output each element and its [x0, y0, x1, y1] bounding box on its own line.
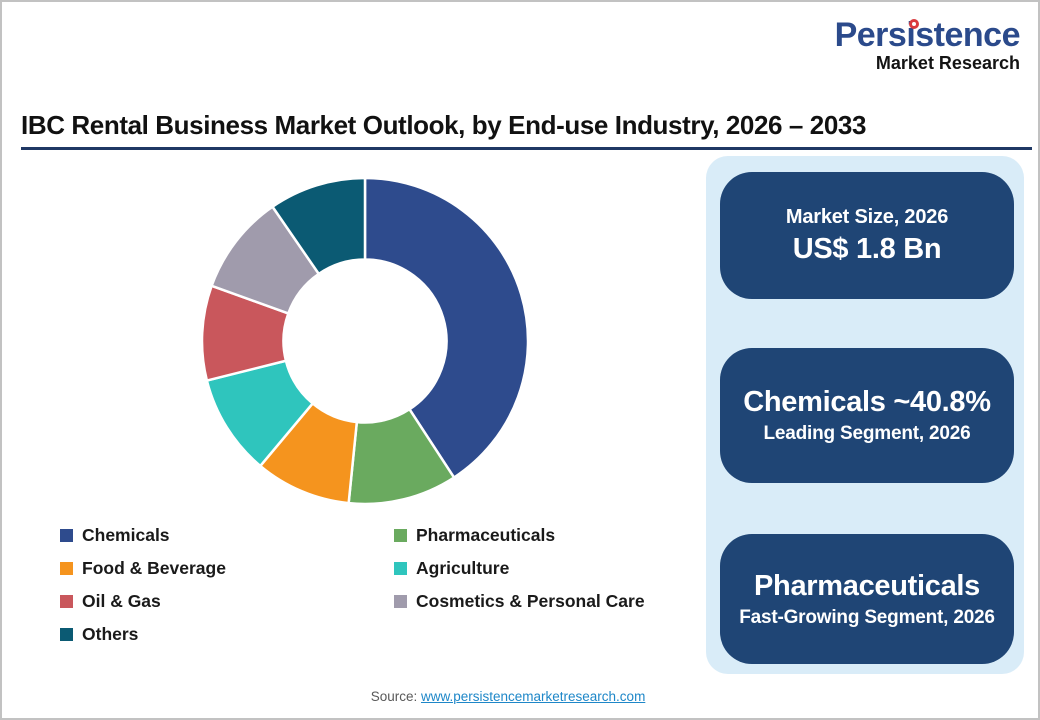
donut-chart-svg [200, 176, 530, 506]
leading-segment-value: Chemicals ~40.8% [743, 386, 991, 418]
legend-swatch-pharmaceuticals [394, 529, 407, 542]
leading-segment-label: Leading Segment, 2026 [763, 423, 971, 444]
brand-tagline: Market Research [875, 53, 1020, 73]
stat-box-leading-segment: Chemicals ~40.8% Leading Segment, 2026 [720, 348, 1014, 483]
legend-label-others: Others [82, 624, 139, 644]
legend-item-others: Others [60, 624, 394, 645]
stat-box-market-size: Market Size, 2026 US$ 1.8 Bn [720, 172, 1014, 299]
legend-swatch-others [60, 628, 73, 641]
market-size-label: Market Size, 2026 [785, 205, 949, 228]
legend-item-oil-gas: Oil & Gas [60, 591, 394, 612]
legend-item-chemicals: Chemicals [60, 525, 394, 546]
legend-label-food-beverage: Food & Beverage [82, 558, 226, 578]
legend-item-pharmaceuticals: Pharmaceuticals [394, 525, 645, 546]
legend-swatch-food-beverage [60, 562, 73, 575]
legend-swatch-chemicals [60, 529, 73, 542]
legend-label-pharmaceuticals: Pharmaceuticals [416, 525, 556, 545]
brand-name: Persistence [834, 16, 1021, 54]
stat-box-fast-growing-segment: Pharmaceuticals Fast-Growing Segment, 20… [720, 534, 1014, 664]
source-label: Source: [370, 689, 418, 704]
brand-logo: Persistence Market Research [834, 16, 1021, 73]
pie-slice-chemicals [363, 176, 530, 479]
source-link[interactable]: www.persistencemarketresearch.com [420, 689, 646, 704]
brand-name-text: Persistence [834, 16, 1021, 54]
title-underline [21, 147, 1032, 150]
source-line: Source: www.persistencemarketresearch.co… [371, 689, 646, 704]
market-size-value: US$ 1.8 Bn [792, 232, 942, 265]
legend-label-cosmetics-personal-care: Cosmetics & Personal Care [416, 591, 645, 611]
fast-growing-segment-value: Pharmaceuticals [753, 569, 980, 602]
legend-label-oil-gas: Oil & Gas [82, 591, 161, 611]
legend-label-agriculture: Agriculture [416, 558, 510, 578]
legend-swatch-agriculture [394, 562, 407, 575]
highlight-panel: Market Size, 2026 US$ 1.8 Bn Chemicals ~… [706, 156, 1024, 674]
logo-star-dot-icon [908, 19, 919, 29]
legend-item-food-beverage: Food & Beverage [60, 558, 394, 579]
legend-item-agriculture: Agriculture [394, 558, 645, 579]
legend-item-cosmetics-personal-care: Cosmetics & Personal Care [394, 591, 645, 612]
legend-swatch-cosmetics-personal-care [394, 595, 407, 608]
chart-legend: Chemicals Pharmaceuticals Food & Beverag… [60, 525, 645, 645]
pie-slice-others [271, 176, 367, 276]
legend-label-chemicals: Chemicals [82, 525, 170, 545]
donut-chart [197, 173, 533, 509]
page-title: IBC Rental Business Market Outlook, by E… [21, 110, 867, 140]
legend-swatch-oil-gas [60, 595, 73, 608]
fast-growing-segment-label: Fast-Growing Segment, 2026 [739, 606, 995, 628]
